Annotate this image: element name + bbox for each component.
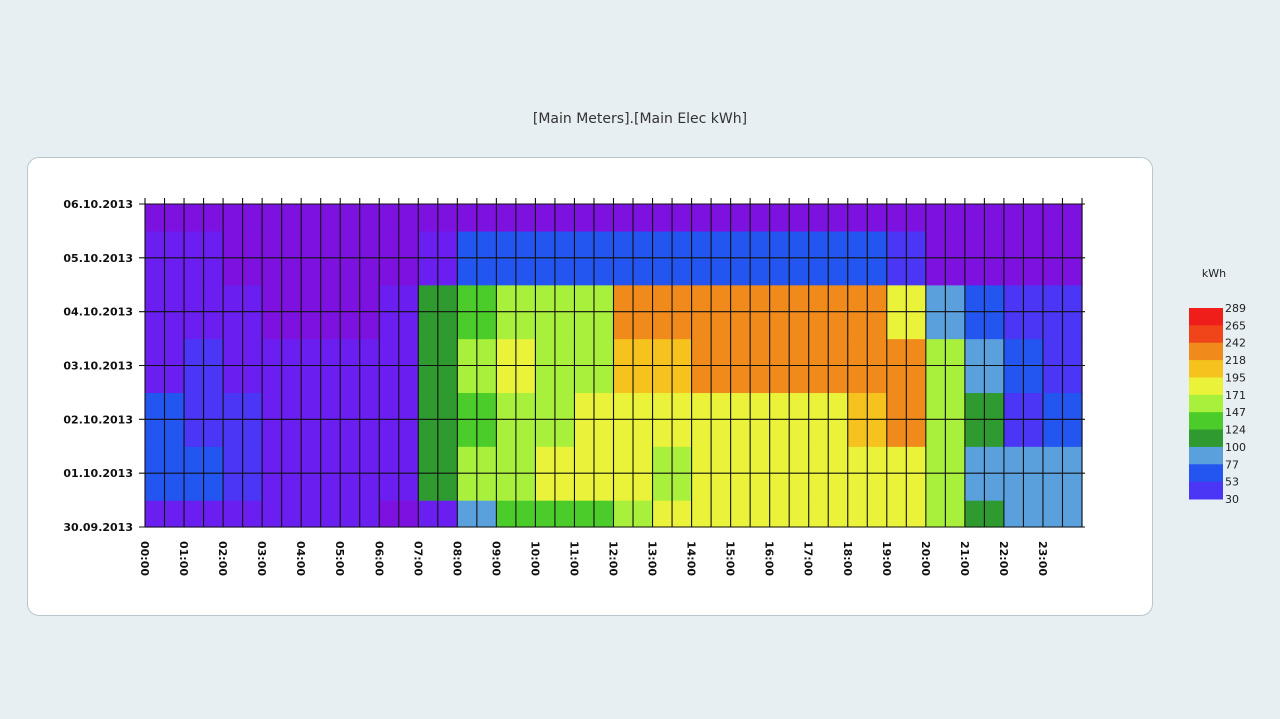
y-axis-labels: 30.09.2013 01.10.2013 02.10.2013 03.10.2013… (63, 198, 133, 534)
x-tick-label: 14:00 (685, 541, 698, 576)
x-tick-label: 09:00 (489, 541, 502, 576)
legend-label: 195 (1225, 371, 1246, 384)
x-tick-label: 02:00 (216, 541, 229, 576)
y-tick-label: 06.10.2013 (63, 198, 133, 211)
chart-title: [Main Meters].[Main Elec kWh] (532, 111, 748, 127)
x-tick-label: 16:00 (763, 541, 776, 576)
x-tick-label: 05:00 (333, 541, 346, 576)
legend-swatch (1189, 446, 1223, 465)
y-tick-label: 02.10.2013 (63, 413, 133, 426)
x-tick-label: 10:00 (528, 541, 541, 576)
color-legend: kWh 289 265 242 218 195 171 147 124 100 77 53 30 (1189, 267, 1246, 506)
x-tick-label: 12:00 (607, 541, 620, 576)
legend-swatch (1189, 412, 1223, 431)
x-tick-label: 21:00 (958, 541, 971, 576)
legend-swatch (1189, 360, 1223, 378)
legend-label: 171 (1225, 389, 1246, 402)
legend-label: 265 (1225, 319, 1246, 332)
x-tick-label: 07:00 (411, 541, 424, 576)
x-tick-label: 11:00 (567, 541, 580, 576)
legend-swatch (1189, 377, 1223, 396)
y-tick-label: 03.10.2013 (63, 360, 133, 373)
y-tick-label: 04.10.2013 (63, 306, 133, 319)
legend-swatch (1189, 429, 1223, 448)
legend-swatch (1189, 325, 1223, 344)
x-tick-label: 15:00 (724, 541, 737, 576)
legend-label: 218 (1225, 354, 1246, 367)
x-tick-label: 23:00 (1036, 541, 1049, 576)
x-tick-label: 20:00 (919, 541, 932, 576)
x-tick-label: 13:00 (646, 541, 659, 576)
legend-swatch (1189, 464, 1223, 483)
x-tick-label: 01:00 (177, 541, 190, 576)
legend-label: 242 (1225, 337, 1246, 350)
x-axis-labels: 00:00 01:00 02:00 03:00 04:00 05:00 06:00 07:00… (138, 541, 1049, 576)
x-tick-label: 18:00 (841, 541, 854, 576)
x-tick-label: 03:00 (255, 541, 268, 576)
x-tick-label: 22:00 (997, 541, 1010, 576)
legend-label: 100 (1225, 441, 1246, 454)
legend-swatch (1189, 481, 1223, 500)
legend-label: 124 (1225, 424, 1246, 437)
legend-label: 77 (1225, 458, 1239, 471)
y-tick-label: 01.10.2013 (63, 467, 133, 480)
legend-label: 30 (1225, 493, 1239, 506)
legend-swatch (1189, 308, 1223, 326)
legend-label: 53 (1225, 476, 1239, 489)
x-tick-label: 04:00 (294, 541, 307, 576)
x-tick-label: 00:00 (138, 541, 151, 576)
legend-label: 147 (1225, 406, 1246, 419)
x-tick-label: 19:00 (880, 541, 893, 576)
legend-label: 289 (1225, 302, 1246, 315)
x-tick-label: 06:00 (372, 541, 385, 576)
x-tick-label: 08:00 (450, 541, 463, 576)
legend-title: kWh (1202, 267, 1226, 280)
legend-swatch (1189, 342, 1223, 361)
grid-lines (139, 198, 1085, 528)
y-tick-label: 30.09.2013 (63, 521, 133, 534)
y-tick-label: 05.10.2013 (63, 252, 133, 265)
x-tick-label: 17:00 (802, 541, 815, 576)
legend-swatch (1189, 394, 1223, 413)
